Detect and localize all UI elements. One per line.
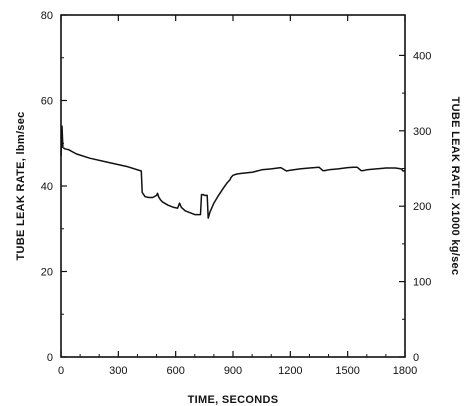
y-tick-label: 40 [41, 181, 53, 193]
x-tick-label: 1800 [393, 365, 417, 377]
y-tick-label: 60 [41, 96, 53, 108]
plot-frame [60, 14, 406, 358]
x-tick-label: 900 [224, 365, 242, 377]
x-tick-label: 300 [109, 365, 127, 377]
x-tick-label: 1500 [335, 365, 359, 377]
y-axis-label: TUBE LEAK RATE, lbm/sec [15, 111, 27, 260]
y-right-tick-label: 0 [413, 352, 419, 364]
series-line-0 [60, 125, 406, 219]
x-axis-label: TIME, SECONDS [188, 394, 279, 406]
y-tick-label: 80 [41, 10, 53, 22]
y-right-tick-label: 100 [413, 277, 431, 289]
y-tick-label: 0 [47, 352, 53, 364]
y-right-tick-label: 300 [413, 126, 431, 138]
x-tick-label: 600 [166, 365, 184, 377]
x-tick-label: 1200 [278, 365, 302, 377]
y-right-tick-label: 200 [413, 201, 431, 213]
y-right-axis-label: TUBE LEAK RATE, X1000 kg/sec [449, 97, 461, 276]
y-tick-label: 20 [41, 267, 53, 279]
y-right-tick-label: 400 [413, 50, 431, 62]
x-tick-label: 0 [58, 365, 64, 377]
